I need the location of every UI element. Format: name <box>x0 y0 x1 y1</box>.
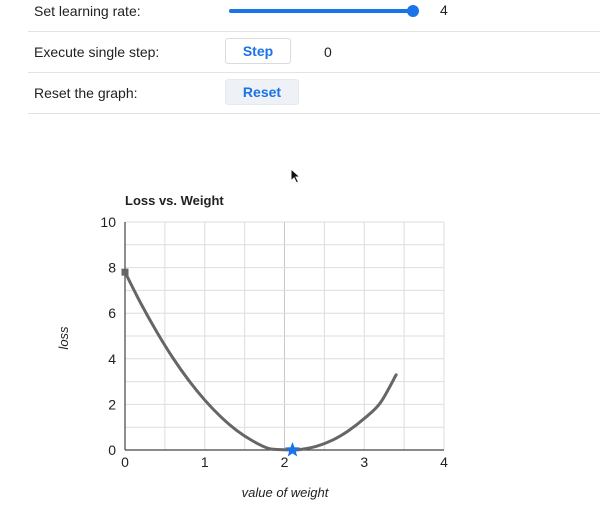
loss-chart: Loss vs. Weight 0 2 4 6 8 10 0 1 2 3 4 loss value… <box>56 193 448 500</box>
x-tick-label: 1 <box>201 454 209 470</box>
x-tick-label: 4 <box>440 454 448 470</box>
loss-curve-line <box>123 270 398 452</box>
chart-title: Loss vs. Weight <box>125 193 224 208</box>
x-tick-label: 2 <box>281 454 289 470</box>
reset-row: Reset the graph: Reset <box>28 72 600 114</box>
y-tick-label: 2 <box>108 396 116 412</box>
y-tick-label: 10 <box>100 214 116 230</box>
step-counter: 0 <box>324 44 332 60</box>
mouse-cursor-icon <box>290 168 302 184</box>
y-tick-labels: 0 2 4 6 8 10 <box>100 214 116 458</box>
learning-rate-value: 4 <box>440 2 448 18</box>
y-tick-label: 8 <box>108 260 116 276</box>
learning-rate-row: Set learning rate: 4 <box>28 0 600 32</box>
reset-button[interactable]: Reset <box>225 79 299 105</box>
slider-track[interactable] <box>229 9 413 13</box>
start-point-marker <box>121 268 129 276</box>
y-tick-label: 0 <box>108 442 116 458</box>
x-tick-label: 3 <box>360 454 368 470</box>
step-button[interactable]: Step <box>225 38 291 64</box>
chart-grid <box>124 221 445 451</box>
step-label: Execute single step: <box>34 44 160 60</box>
learning-rate-slider[interactable] <box>229 2 419 18</box>
x-tick-label: 0 <box>121 454 129 470</box>
y-tick-label: 4 <box>108 351 116 367</box>
step-row: Execute single step: Step 0 <box>28 31 600 73</box>
minimum-star-icon <box>284 442 301 457</box>
slider-thumb[interactable] <box>407 5 419 17</box>
learning-rate-label: Set learning rate: <box>34 3 141 19</box>
y-axis-label: loss <box>56 326 71 350</box>
x-tick-labels: 0 1 2 3 4 <box>121 454 448 470</box>
y-tick-label: 6 <box>108 305 116 321</box>
x-axis-label: value of weight <box>242 485 330 500</box>
reset-label: Reset the graph: <box>34 85 138 101</box>
